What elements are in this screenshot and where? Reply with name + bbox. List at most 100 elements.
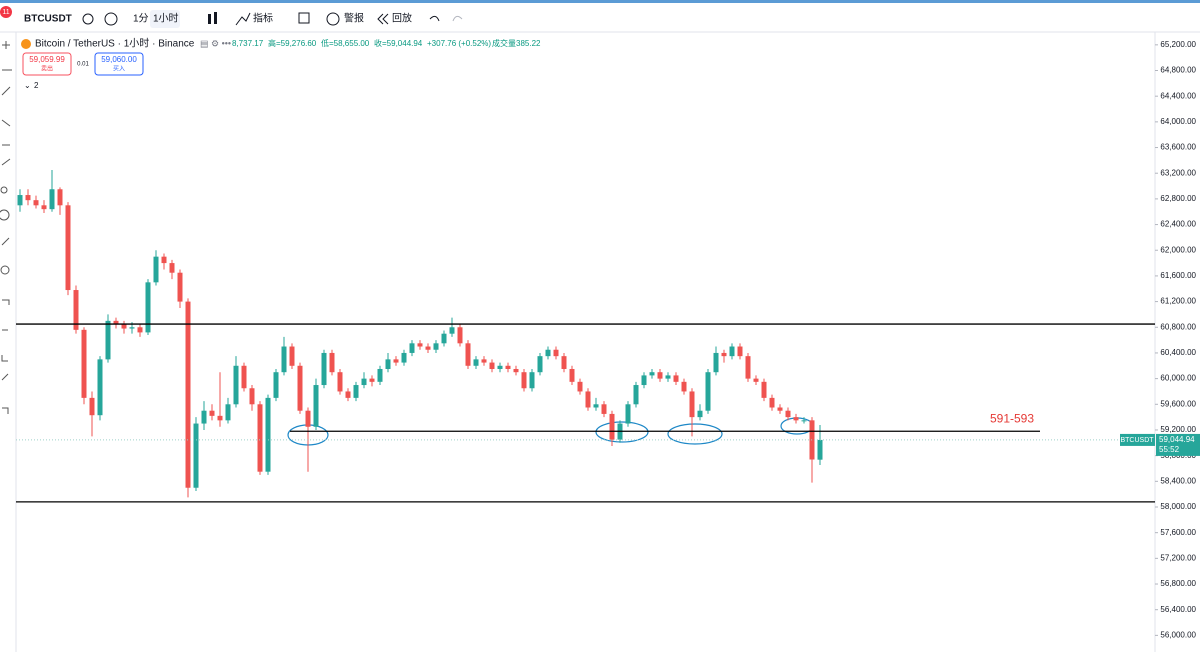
candle-body: [553, 349, 559, 357]
layers-count[interactable]: 2: [34, 81, 39, 90]
y-tick-label: 64,400.00: [1160, 91, 1196, 100]
candle-body: [465, 343, 471, 366]
candle-body: [817, 439, 823, 460]
candle-body: [761, 381, 767, 398]
legend-open: 8,737.17: [232, 39, 264, 48]
candle-body: [673, 375, 679, 382]
y-tick-label: 61,600.00: [1160, 271, 1196, 280]
candle-body: [473, 359, 479, 366]
candle-body: [209, 410, 215, 416]
countdown: 55:52: [1159, 445, 1180, 454]
candle-body: [57, 189, 63, 206]
candle-body: [417, 343, 423, 347]
legend-title: Bitcoin / TetherUS · 1小时 · Binance: [35, 38, 195, 50]
candle-body: [705, 372, 711, 411]
candle-body: [769, 397, 775, 408]
candle-body: [385, 359, 391, 369]
interval[interactable]: 1小时: [153, 13, 179, 25]
legend-volume: 成交量385.22: [492, 38, 541, 48]
candle-body: [177, 272, 183, 302]
y-tick-label: 60,000.00: [1160, 374, 1196, 383]
candle-body: [241, 365, 247, 389]
candle-body: [401, 352, 407, 363]
candle-body: [537, 356, 543, 373]
candle-body: [361, 378, 367, 386]
y-tick-label: 58,400.00: [1160, 476, 1196, 485]
interval-active[interactable]: [150, 10, 180, 28]
y-tick-label: 56,400.00: [1160, 605, 1196, 614]
y-tick-label: 65,200.00: [1160, 40, 1196, 49]
badge-text: 11: [2, 9, 9, 16]
y-tick-label: 62,400.00: [1160, 220, 1196, 229]
replay[interactable]: 回放: [392, 12, 412, 25]
icon[interactable]: [104, 12, 118, 26]
y-tick-label: 59,200.00: [1160, 425, 1196, 434]
buy-button[interactable]: [94, 52, 144, 76]
candle-body: [697, 410, 703, 418]
candle-body: [529, 372, 535, 389]
icon[interactable]: [82, 13, 94, 25]
buy-price[interactable]: 59,060.00: [101, 55, 137, 64]
symbol[interactable]: BTCUSDT: [24, 14, 72, 25]
y-tick-label: 62,800.00: [1160, 194, 1196, 203]
icon[interactable]: [298, 12, 310, 24]
candle-body: [233, 365, 239, 405]
sell-label[interactable]: 卖出: [41, 65, 53, 73]
y-tick-label: 64,000.00: [1160, 117, 1196, 126]
candle-body: [777, 407, 783, 411]
candle-body: [113, 320, 119, 325]
sell-button[interactable]: [22, 52, 72, 76]
undo[interactable]: [429, 15, 440, 22]
candle-body: [305, 410, 311, 427]
icon[interactable]: [235, 12, 251, 26]
candle-body: [65, 205, 71, 291]
candle-body: [657, 372, 663, 379]
sell-price[interactable]: 59,059.99: [29, 55, 65, 64]
candle-body: [73, 290, 79, 330]
candle-body: [713, 352, 719, 373]
candle-body: [457, 327, 463, 344]
icon[interactable]: [377, 13, 389, 25]
spread: 0.01: [77, 62, 89, 68]
zone-label: 591-593: [990, 411, 1034, 425]
candle-body: [337, 372, 343, 392]
y-tick-label: 56,000.00: [1160, 630, 1196, 639]
icon[interactable]: [326, 12, 340, 26]
y-tick-label: 60,800.00: [1160, 322, 1196, 331]
candle-body: [745, 356, 751, 379]
buy-label[interactable]: 买入: [113, 65, 125, 73]
icon[interactable]: [208, 14, 211, 24]
candle-body: [625, 404, 631, 424]
candle-body: [105, 320, 111, 360]
legend-low: 低=58,655.00: [321, 38, 370, 48]
y-tick-label: 63,600.00: [1160, 143, 1196, 152]
candle-body: [369, 378, 375, 382]
redo[interactable]: [452, 15, 463, 22]
alerts[interactable]: 警报: [344, 12, 364, 25]
caret[interactable]: ⌄: [24, 81, 31, 90]
candle-body: [497, 365, 503, 369]
icon[interactable]: [214, 12, 217, 24]
legend-close: 收=59,044.94: [374, 38, 423, 48]
candle-body: [289, 346, 295, 366]
candle-body: [633, 385, 639, 405]
indicators[interactable]: 指标: [253, 12, 273, 25]
candle-body: [201, 410, 207, 424]
candle-body: [545, 349, 551, 357]
top-border: [0, 0, 1200, 3]
y-tick-label: 60,400.00: [1160, 348, 1196, 357]
candle-body: [33, 200, 39, 206]
interval[interactable]: 1分: [133, 13, 149, 25]
y-tick-label: 58,000.00: [1160, 502, 1196, 511]
candle-body: [329, 352, 335, 373]
y-tick-label: 63,200.00: [1160, 168, 1196, 177]
candle-body: [513, 368, 519, 373]
candle-body: [641, 375, 647, 386]
candle-body: [681, 381, 687, 392]
candle-body: [753, 378, 759, 382]
candle-body: [145, 282, 151, 333]
symbol-tag: [1120, 433, 1155, 446]
coin-icon: [21, 39, 31, 49]
